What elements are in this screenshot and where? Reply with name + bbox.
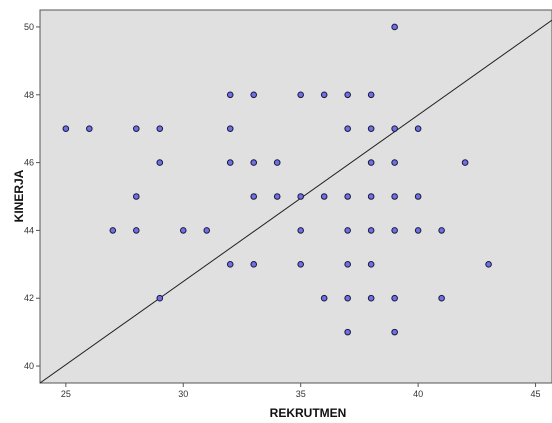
data-point [297,261,304,268]
data-point [250,193,258,200]
data-point [156,125,164,132]
x-axis-title: REKRUTMEN [270,406,347,420]
data-point [226,159,234,166]
data-point [367,91,375,99]
data-point [367,159,375,166]
data-point [320,91,328,99]
x-tick-label: 45 [531,389,541,399]
y-axis: 40 42 44 46 48 50 [24,22,40,371]
data-point [250,91,258,99]
y-tick-label: 44 [24,225,34,235]
y-tick-label: 40 [24,361,34,371]
y-axis-title: KINERJA [12,169,26,222]
data-point [109,227,117,234]
data-point [367,261,375,268]
x-axis: 25 30 35 40 45 [61,383,541,399]
x-tick-label: 40 [413,389,423,399]
data-point [461,159,469,166]
data-point [226,125,234,132]
data-point [203,227,211,234]
data-point [250,261,258,268]
data-point [391,328,398,336]
data-point [86,125,93,132]
data-point [156,159,164,166]
data-point [250,159,258,166]
data-point [226,261,234,268]
data-point [414,125,422,132]
data-point [391,227,398,234]
data-point [391,193,398,200]
data-point [391,125,398,132]
x-tick-label: 30 [178,389,188,399]
data-point [179,227,187,234]
data-point [320,294,328,302]
data-point [273,159,281,166]
x-tick-label: 25 [61,389,71,399]
data-point [391,23,398,31]
data-point [391,294,398,302]
data-point [367,227,375,234]
plot-area [39,9,552,384]
y-tick-label: 50 [24,22,34,32]
data-point [297,227,304,234]
data-point [297,91,304,99]
y-tick-label: 46 [24,158,34,168]
data-point [344,227,351,234]
data-point [414,193,422,200]
data-point [438,227,445,234]
data-point [367,294,375,302]
data-point [226,91,234,99]
data-point [367,193,375,200]
data-point [344,91,351,99]
reference-line [39,19,552,384]
data-point [414,227,422,234]
data-point [320,193,328,200]
data-point [62,125,70,132]
data-point [344,125,351,132]
data-point [297,193,304,200]
y-tick-label: 42 [24,293,34,303]
data-point [438,294,445,302]
data-point [132,193,140,200]
data-point [344,328,351,336]
data-point [132,227,140,234]
data-point [156,294,164,302]
data-point [391,159,398,166]
data-points [62,23,492,336]
data-point [344,261,351,268]
data-point [344,193,351,200]
data-point [344,294,351,302]
data-point [132,125,140,132]
data-point [273,193,281,200]
y-tick-label: 48 [24,90,34,100]
data-point [367,125,375,132]
x-tick-label: 35 [296,389,306,399]
data-point [485,261,492,268]
